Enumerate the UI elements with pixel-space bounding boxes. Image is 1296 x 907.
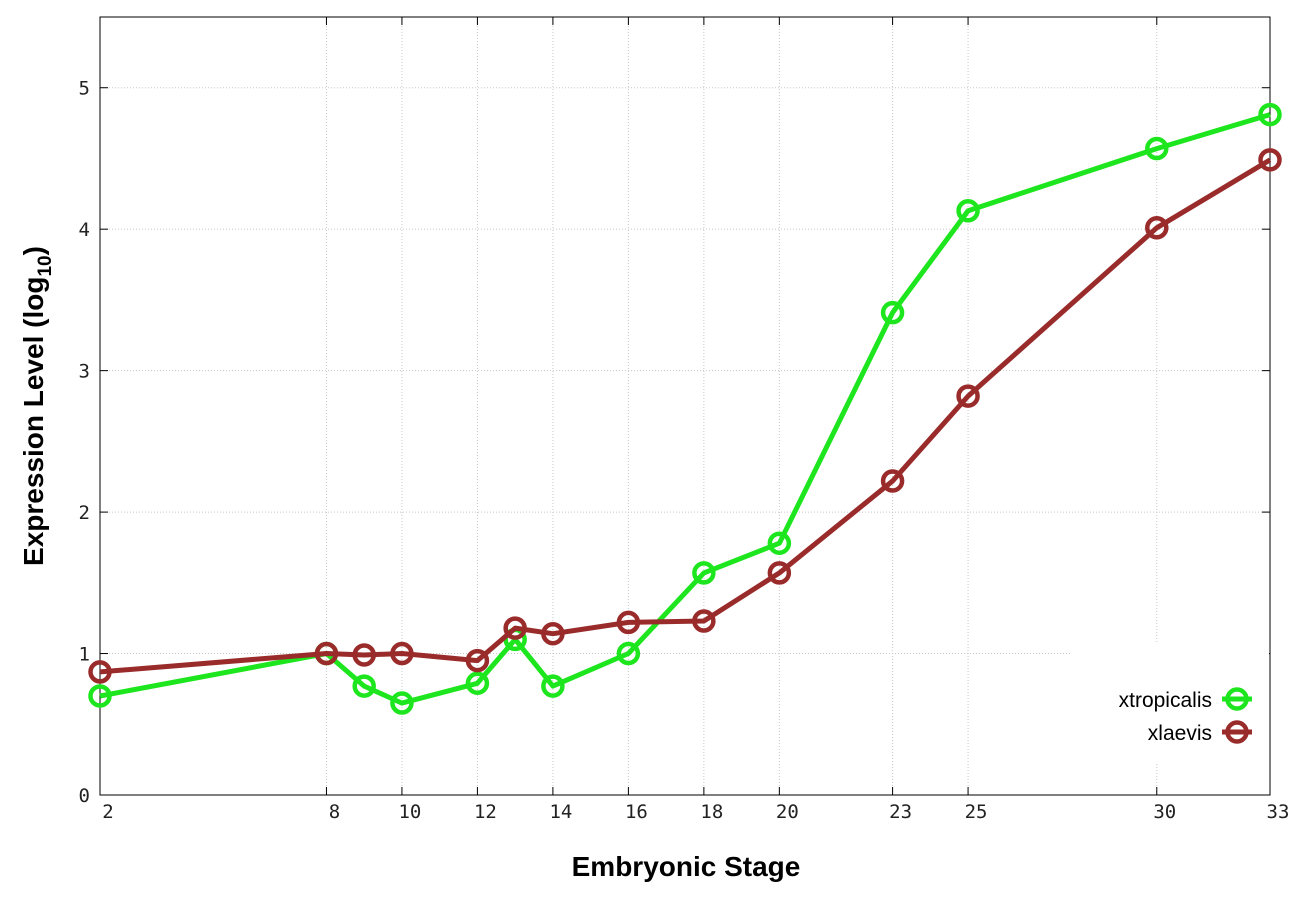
data-point <box>1258 148 1282 172</box>
data-point <box>88 684 112 708</box>
data-point <box>956 384 980 408</box>
data-point <box>503 616 527 640</box>
y-tick-label: 4 <box>79 219 90 241</box>
y-axis-title-text: Expression Level (log <box>18 277 49 566</box>
y-tick-label: 5 <box>79 78 90 100</box>
x-tick-label: 20 <box>776 801 799 823</box>
y-axis-title: Expression Level (log10) <box>18 246 56 566</box>
x-tick-label: 10 <box>398 801 421 823</box>
x-tick-label: 25 <box>965 801 988 823</box>
x-tick-label: 12 <box>474 801 497 823</box>
data-point <box>541 674 565 698</box>
x-tick-label: 18 <box>700 801 723 823</box>
x-axis-title: Embryonic Stage <box>572 851 801 882</box>
data-point <box>767 531 792 555</box>
y-tick-label: 1 <box>79 644 90 666</box>
legend: xtropicalis xlaevis <box>1070 642 1269 764</box>
x-tick-label: 16 <box>625 801 648 823</box>
series-group <box>88 102 1282 715</box>
data-point <box>692 609 716 633</box>
y-axis-title-subscript: 10 <box>35 255 56 276</box>
series-line <box>99 112 1271 706</box>
data-point <box>352 674 376 698</box>
data-point <box>541 621 565 646</box>
data-point <box>1145 136 1169 161</box>
x-tick-label: 14 <box>549 801 572 823</box>
legend-swatch-marker <box>1225 720 1249 744</box>
grid <box>100 17 1270 795</box>
x-tick-label: 23 <box>889 801 912 823</box>
y-tick-label: 0 <box>79 785 90 807</box>
series-line <box>99 157 1272 675</box>
data-point <box>314 641 339 666</box>
data-point <box>880 300 905 325</box>
data-point <box>956 199 980 223</box>
data-point <box>1258 102 1282 127</box>
y-tick-label: 2 <box>79 502 90 524</box>
data-point <box>352 643 376 667</box>
data-point <box>390 641 414 666</box>
data-point <box>88 660 112 684</box>
legend-swatch-marker <box>1225 687 1249 711</box>
legend-label: xlaevis <box>1148 722 1212 745</box>
plot-frame <box>99 16 1271 796</box>
data-point <box>616 610 641 635</box>
data-point <box>616 641 641 666</box>
data-point <box>692 561 716 585</box>
y-axis-title-suffix: ) <box>18 246 49 255</box>
data-point <box>390 691 414 715</box>
legend-label: xtropicalis <box>1119 689 1212 712</box>
data-point <box>767 561 792 585</box>
x-tick-label: 33 <box>1267 801 1290 823</box>
x-tick-label: 8 <box>329 801 340 823</box>
data-point <box>1145 216 1169 240</box>
data-point <box>880 469 905 493</box>
data-point <box>465 671 490 696</box>
series-xlaevis <box>88 148 1282 684</box>
data-point <box>465 648 490 673</box>
x-tick-label: 30 <box>1153 801 1176 823</box>
y-tick-label: 3 <box>79 361 90 383</box>
x-tick-label: 2 <box>102 801 113 823</box>
